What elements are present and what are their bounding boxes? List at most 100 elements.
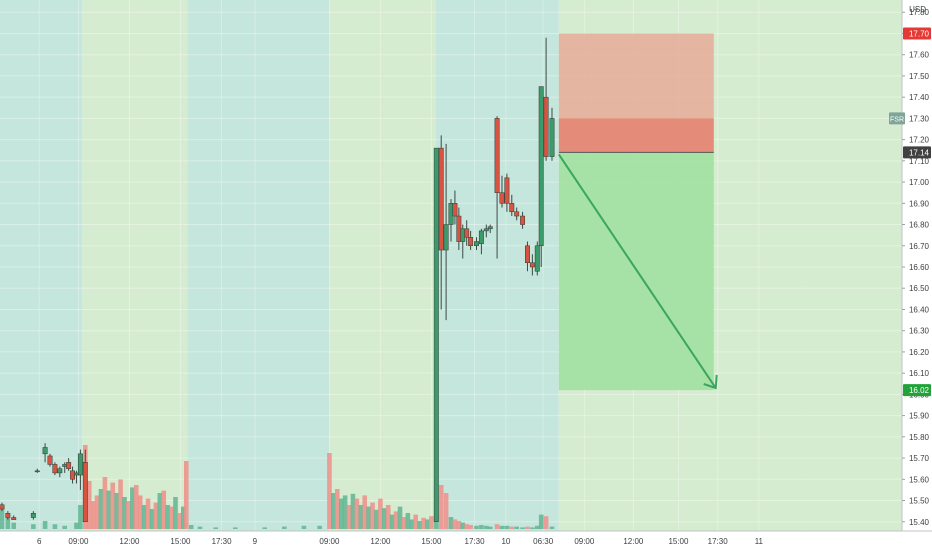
candle-body bbox=[520, 215, 526, 225]
volume-bar bbox=[362, 495, 368, 529]
time-tick-label: 10 bbox=[501, 537, 510, 546]
candle bbox=[77, 449, 83, 490]
volume-bar bbox=[145, 498, 151, 529]
candle-body bbox=[483, 228, 489, 232]
time-tick-label: 6 bbox=[37, 537, 42, 546]
volume-bar bbox=[110, 482, 116, 529]
candles bbox=[0, 37, 555, 523]
volume-bar bbox=[118, 479, 123, 529]
candle bbox=[520, 211, 526, 229]
candle bbox=[499, 175, 505, 208]
volume-bar bbox=[417, 521, 422, 529]
candle bbox=[478, 228, 484, 255]
price-tick-label: 15.60 bbox=[909, 475, 930, 484]
candle bbox=[504, 173, 510, 212]
volume-bar bbox=[137, 495, 143, 529]
volume-bar bbox=[31, 524, 36, 529]
candle bbox=[514, 207, 520, 221]
candle bbox=[529, 254, 535, 276]
volume-bar bbox=[401, 517, 407, 529]
volume-bar bbox=[133, 485, 139, 529]
candle bbox=[433, 147, 439, 523]
volume-bar bbox=[456, 521, 462, 529]
candle bbox=[494, 116, 500, 259]
volume-bar bbox=[389, 514, 395, 529]
candle bbox=[438, 135, 444, 310]
volume-bar bbox=[327, 453, 332, 529]
arrow-line[interactable] bbox=[558, 153, 717, 389]
candle bbox=[57, 466, 63, 478]
price-tick-label: 16.20 bbox=[909, 348, 930, 357]
candle-body bbox=[47, 455, 53, 465]
candle-body bbox=[529, 262, 535, 268]
volume-bar bbox=[549, 526, 555, 529]
candle-body bbox=[11, 517, 17, 520]
price-tick-label: 15.90 bbox=[909, 412, 930, 421]
volume-bar bbox=[106, 490, 112, 529]
volume-bar bbox=[42, 521, 48, 529]
price-label-text: 17.70 bbox=[909, 29, 930, 38]
volume-bar bbox=[354, 498, 360, 529]
candle bbox=[452, 190, 458, 225]
candle-body bbox=[30, 513, 36, 518]
volume-bar bbox=[334, 489, 340, 529]
candle-body bbox=[34, 470, 40, 473]
stop-loss-inner-zone[interactable] bbox=[558, 118, 714, 153]
volume-bar bbox=[177, 513, 182, 529]
candle-body bbox=[66, 462, 72, 469]
candle bbox=[474, 237, 479, 251]
candle bbox=[0, 502, 5, 512]
candle-body bbox=[514, 211, 520, 217]
time-tick-label: 17:30 bbox=[465, 537, 486, 546]
volume-bar bbox=[350, 493, 356, 529]
time-tick-label: 17:30 bbox=[708, 537, 729, 546]
volume-bar bbox=[393, 511, 399, 529]
volume-bar bbox=[425, 519, 430, 529]
volume-bar bbox=[169, 506, 174, 529]
symbol-tag: FSR bbox=[889, 112, 905, 125]
volume-bar bbox=[494, 524, 500, 529]
session-backgrounds bbox=[0, 0, 902, 531]
price-label-box bbox=[903, 27, 931, 40]
position-zones[interactable] bbox=[558, 33, 714, 391]
candle-body bbox=[487, 226, 493, 230]
volume-bar bbox=[0, 506, 5, 529]
price-axis[interactable]: USD 17.80 17.70 17.60 17.50 17.40 17.30 17.20 1… bbox=[901, 0, 932, 550]
volume-bar bbox=[153, 502, 159, 529]
candle-body bbox=[433, 147, 439, 523]
candle bbox=[525, 241, 530, 272]
candle-body bbox=[52, 464, 58, 474]
time-axis[interactable]: 6 09:00 12:00 15:00 17:30 9 09:00 12:00 15:00 17:… bbox=[0, 530, 932, 550]
candle bbox=[534, 241, 540, 276]
volume-bar bbox=[509, 526, 515, 529]
target-arrow[interactable] bbox=[558, 153, 718, 390]
price-tick-label: 17.10 bbox=[909, 157, 930, 166]
session-band-reg bbox=[82, 0, 188, 531]
time-tick-label: 15:00 bbox=[170, 537, 191, 546]
candle-body bbox=[82, 462, 88, 523]
volume-bar bbox=[443, 493, 449, 529]
time-tick-label: 12:00 bbox=[623, 537, 644, 546]
volume-bar bbox=[94, 495, 100, 529]
symbol-tag-box bbox=[889, 112, 905, 125]
price-tick-label: 15.50 bbox=[909, 497, 930, 506]
arrow-head[interactable] bbox=[703, 374, 718, 390]
price-tick-label: 15.70 bbox=[909, 454, 930, 463]
volume-bar bbox=[543, 516, 549, 529]
price-label-stop: 17.70 bbox=[903, 27, 931, 40]
session-band-ext bbox=[187, 0, 330, 531]
volume-bar bbox=[188, 525, 194, 529]
candle-body bbox=[443, 224, 449, 251]
volume-bar bbox=[514, 526, 519, 529]
currency-label: USD bbox=[909, 5, 926, 14]
price-tick-label: 17.40 bbox=[909, 93, 930, 102]
volume-bar bbox=[114, 493, 119, 529]
volume-bar bbox=[382, 508, 387, 529]
volume-bar bbox=[161, 490, 167, 529]
candle-body bbox=[499, 192, 505, 204]
volume-bar bbox=[130, 487, 135, 529]
volume-bar bbox=[429, 516, 434, 529]
volume-bar bbox=[421, 517, 426, 529]
